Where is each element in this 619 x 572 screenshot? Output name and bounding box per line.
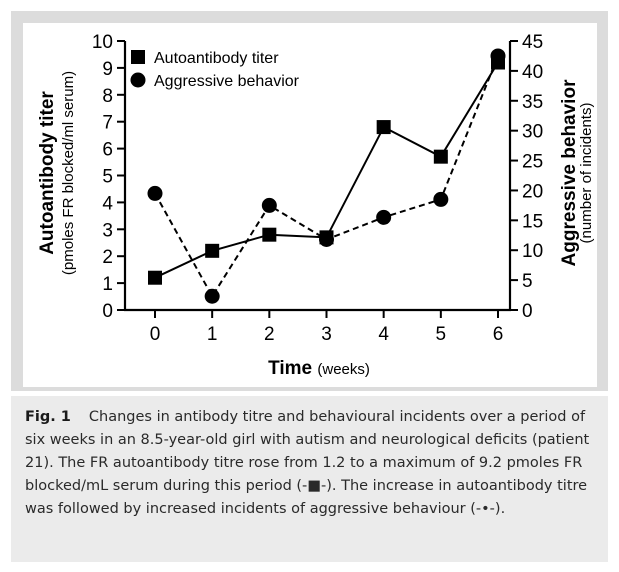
titer-data-point (433, 149, 448, 164)
right-y-axis-subtitle: (number of incidents) (578, 103, 595, 244)
right-y-tick-label: 15 (522, 211, 543, 232)
aggression-data-point (376, 209, 392, 225)
titer-data-point (376, 120, 391, 135)
x-tick-label: 1 (207, 324, 218, 345)
aggression-data-point (204, 288, 220, 304)
x-tick-label: 0 (150, 324, 161, 345)
aggression-data-point (261, 197, 277, 213)
x-axis-title-unit: (weeks) (317, 361, 370, 378)
x-axis-title-main: Time (268, 358, 317, 379)
right-y-tick-label: 40 (522, 62, 543, 83)
left-y-tick-label: 1 (102, 274, 113, 295)
left-y-tick-label: 10 (92, 32, 113, 53)
aggression-data-point (319, 231, 334, 247)
titer-data-point (205, 243, 220, 258)
series-layer (147, 48, 506, 304)
x-tick-label: 5 (436, 324, 447, 345)
left-y-tick-label: 4 (102, 193, 113, 214)
label-layer: Time (weeks) Autoantibody titer (pmoles FR… (37, 71, 595, 379)
caption-text: Changes in antibody titre and behavioura… (25, 409, 590, 517)
aggression-data-point (490, 48, 506, 64)
aggression-data-point (433, 191, 449, 207)
legend-aggression-label: Aggressive behavior (154, 73, 300, 90)
left-y-tick-label: 7 (102, 113, 113, 134)
right-y-axis-title: Aggressive behavior (559, 79, 580, 267)
aggression-data-point (147, 185, 163, 201)
plot-panel: 0 1 2 3 4 5 6 7 8 9 10 0 5 10 15 20 25 30 35 40 45 0 1 2 3 4 5 6 Au… (23, 23, 597, 387)
titer-data-point (148, 270, 162, 285)
left-y-tick-label: 6 (102, 140, 113, 161)
left-y-tick-label: 9 (102, 59, 113, 80)
figure-caption: Fig. 1 Changes in antibody titre and beha… (25, 406, 600, 521)
figure-panel: 0 1 2 3 4 5 6 7 8 9 10 0 5 10 15 20 25 30 35 40 45 0 1 2 3 4 5 6 Au… (11, 11, 608, 391)
right-y-tick-label: 45 (522, 32, 543, 53)
legend-aggression-marker (130, 72, 146, 88)
x-tick-label: 6 (493, 324, 504, 345)
left-y-tick-label: 2 (102, 247, 113, 268)
titer-data-point (262, 227, 277, 242)
x-tick-label: 4 (378, 324, 389, 345)
left-y-tick-label: 0 (102, 301, 113, 322)
right-y-tick-label: 5 (522, 271, 533, 292)
x-tick-label: 3 (321, 324, 332, 345)
legend-titer-label: Autoantibody titer (154, 50, 279, 67)
legend-titer-marker (131, 50, 145, 64)
right-y-tick-label: 30 (522, 122, 543, 143)
legend-layer: Autoantibody titer Aggressive behavior (130, 50, 300, 90)
caption-box: Fig. 1 Changes in antibody titre and beha… (11, 396, 608, 562)
left-y-axis-subtitle: (pmoles FR blocked/ml serum) (60, 71, 77, 275)
right-y-tick-label: 35 (522, 92, 543, 113)
right-y-tick-label: 10 (522, 241, 543, 262)
right-y-tick-label: 25 (522, 152, 543, 173)
x-axis-title: Time (weeks) (268, 358, 370, 379)
x-tick-label: 2 (264, 324, 275, 345)
left-y-tick-label: 3 (102, 220, 113, 241)
right-y-tick-label: 20 (522, 181, 543, 202)
left-y-tick-label: 5 (102, 167, 113, 188)
aggression-series-line (154, 55, 499, 299)
caption-label: Fig. 1 (25, 409, 71, 425)
left-y-tick-label: 8 (102, 86, 113, 107)
left-y-axis-title: Autoantibody titer (37, 91, 58, 255)
right-y-tick-label: 0 (522, 301, 533, 322)
